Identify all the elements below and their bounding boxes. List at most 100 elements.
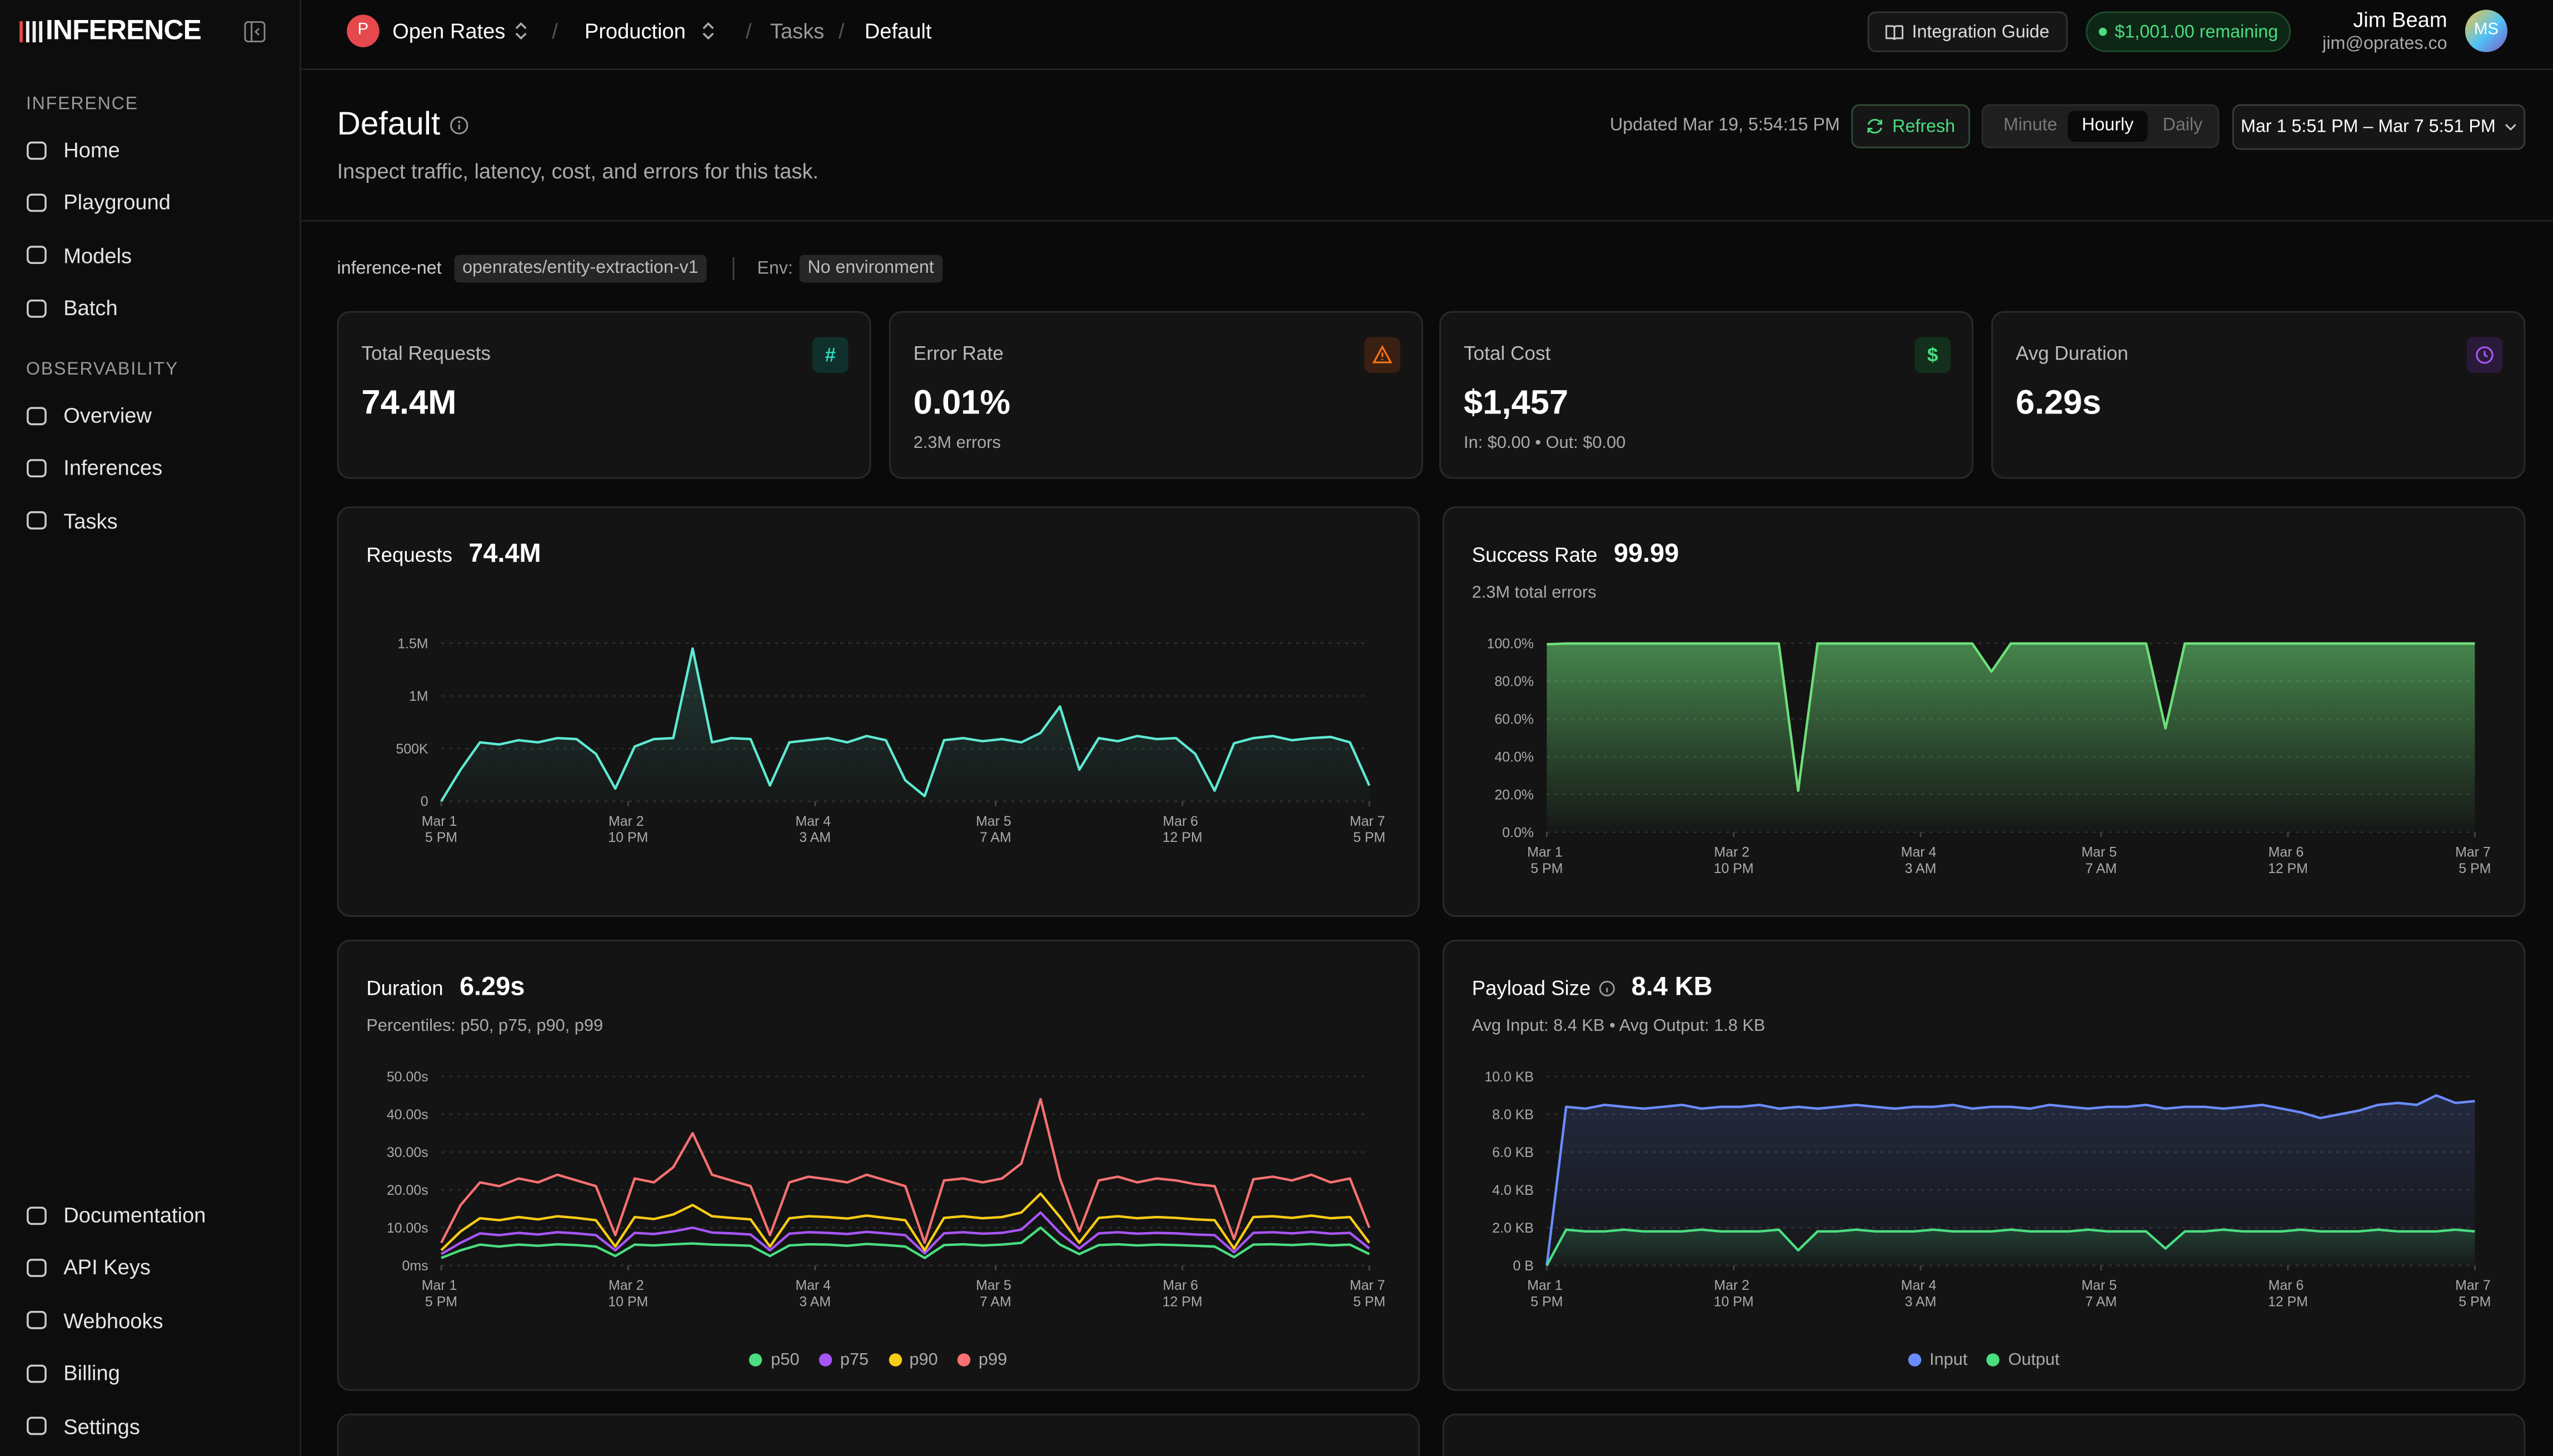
tick-line: 3 AM <box>1905 1294 1937 1309</box>
stat-icon <box>1364 337 1400 373</box>
x-tick-label: Mar 4 3 AM <box>1901 845 1941 876</box>
tick-line: 7 AM <box>2085 861 2117 876</box>
nav-item[interactable]: API Keys <box>63 1255 151 1280</box>
chart-subtitle: Percentiles: p50, p75, p90, p99 <box>366 1016 604 1036</box>
chart-title: Requests <box>366 543 452 567</box>
date-range-picker[interactable]: Mar 1 5:51 PM – Mar 7 5:51 PM <box>2232 104 2526 150</box>
legend-item: p90 <box>888 1350 938 1370</box>
tick-line: Mar 7 <box>2455 845 2495 860</box>
tick-line: 12 PM <box>2268 861 2308 876</box>
divider <box>732 257 735 281</box>
collapse-button[interactable] <box>244 21 266 43</box>
project-switcher[interactable]: Production <box>584 18 686 43</box>
nav-item[interactable]: Tasks <box>63 508 118 533</box>
stat-icon <box>2466 337 2503 373</box>
env-chip: No environment <box>799 255 943 283</box>
separator: / <box>552 18 558 43</box>
integration-guide-button[interactable]: Integration Guide <box>1867 11 2068 52</box>
sidebar: INFERENCE INFERENCE Home Playground Models B… <box>0 0 302 1456</box>
stat-card: Avg Duration 6.29s <box>1991 311 2526 479</box>
separator: / <box>745 18 752 43</box>
stat-value: 74.4M <box>361 384 457 422</box>
tick-line: Mar 7 <box>1350 814 1389 829</box>
tick-line: 10 PM <box>608 1294 648 1309</box>
credits-pill: $1,001.00 remaining <box>2086 11 2291 52</box>
topbar <box>301 0 2553 71</box>
nav-item[interactable]: Billing <box>63 1361 120 1386</box>
legend-label: p50 <box>771 1350 800 1370</box>
tick-line: 10 PM <box>1714 1294 1754 1309</box>
chart-header: Requests 74.4M <box>366 541 541 570</box>
legend-item: Output <box>1987 1350 2060 1370</box>
x-tick-label: Mar 4 3 AM <box>795 814 835 845</box>
x-tick-label: Mar 5 7 AM <box>976 1278 1015 1309</box>
tick-line: 3 AM <box>799 830 831 845</box>
logo-text: INFERENCE <box>46 14 202 46</box>
breadcrumb[interactable]: Tasks <box>770 18 825 43</box>
legend-label: p90 <box>909 1350 938 1370</box>
nav-item[interactable]: Home <box>63 137 120 162</box>
y-tick-label: 2.0 KB <box>1492 1220 1534 1236</box>
granularity-option[interactable]: Daily <box>2162 116 2203 136</box>
legend: p50 p75 p90 p99 <box>338 1350 1418 1370</box>
x-tick-label: Mar 7 5 PM <box>1350 1278 1389 1309</box>
button-label: Integration Guide <box>1912 22 2050 42</box>
tick-line: Mar 7 <box>1350 1278 1389 1293</box>
nav-item[interactable]: Settings <box>63 1414 140 1439</box>
tick-line: 7 AM <box>2085 1294 2117 1309</box>
y-tick-label: 0ms <box>402 1258 428 1274</box>
tick-line: 5 PM <box>425 830 457 845</box>
nav-item[interactable]: Documentation <box>63 1203 206 1228</box>
chevron <box>702 22 714 40</box>
info-icon[interactable] <box>1599 980 1615 996</box>
nav-item[interactable]: Batch <box>63 296 118 321</box>
x-tick-label: Mar 4 3 AM <box>795 1278 835 1309</box>
granularity-option[interactable]: Hourly <box>2067 111 2148 142</box>
y-tick-label: 100.0% <box>1487 636 1534 651</box>
nav-icon <box>27 141 47 159</box>
granularity-option[interactable]: Minute <box>2003 116 2057 136</box>
chart-title: Success Rate <box>1472 543 1598 567</box>
x-tick-label: Mar 6 12 PM <box>2268 1278 2308 1309</box>
org-switcher[interactable]: Open Rates <box>392 18 506 43</box>
x-tick-label: Mar 1 5 PM <box>422 1278 461 1309</box>
series-line <box>441 1226 1370 1259</box>
tick-line: 5 PM <box>1353 830 1385 845</box>
legend-swatch <box>957 1353 971 1367</box>
tick-line: 5 PM <box>1530 1294 1563 1309</box>
chart-title: Duration <box>366 977 443 1000</box>
series-line <box>1545 1228 2475 1266</box>
x-tick-label: Mar 6 12 PM <box>1163 814 1203 845</box>
chevron <box>2505 124 2516 131</box>
stat-label: Total Requests <box>361 342 491 365</box>
org-avatar: P <box>347 14 380 47</box>
nav-item[interactable]: Inferences <box>63 456 163 481</box>
chart-headline: 8.4 KB <box>1631 974 1713 1002</box>
nav-item[interactable]: Playground <box>63 190 171 215</box>
y-tick-label: 0.0% <box>1502 825 1534 840</box>
legend-swatch <box>888 1353 901 1367</box>
x-tick-label: Mar 5 7 AM <box>976 814 1015 845</box>
series-line <box>1547 642 2475 792</box>
icon-shape <box>27 1417 47 1435</box>
user-avatar[interactable]: MS <box>2465 9 2507 52</box>
nav-item[interactable]: Models <box>63 243 132 268</box>
stat-value: 0.01% <box>913 384 1011 422</box>
nav-icon <box>27 1205 47 1224</box>
tick-line: Mar 6 <box>1163 814 1202 829</box>
nav-item[interactable]: Webhooks <box>63 1308 163 1333</box>
breadcrumb: Default <box>864 18 932 43</box>
x-tick-label: Mar 1 5 PM <box>1527 845 1567 876</box>
tick-line: Mar 5 <box>2081 845 2121 860</box>
model-chip: openrates/entity-extraction-v1 <box>454 255 707 283</box>
tick-line: Mar 4 <box>1901 845 1941 860</box>
y-tick-label: 0 <box>421 794 428 810</box>
info-icon[interactable] <box>450 116 469 135</box>
refresh-button[interactable]: Refresh <box>1851 104 1971 148</box>
env-label: Env: <box>757 258 793 279</box>
nav-item[interactable]: Overview <box>63 403 152 428</box>
chart-card: Requests 74.4M 0 500K 1M 1.5M Mar 1 5 PM Mar 2 … <box>337 506 1420 917</box>
icon-shape <box>27 458 47 477</box>
stat-note: 2.3M errors <box>913 433 1001 453</box>
nav-icon <box>27 406 47 425</box>
